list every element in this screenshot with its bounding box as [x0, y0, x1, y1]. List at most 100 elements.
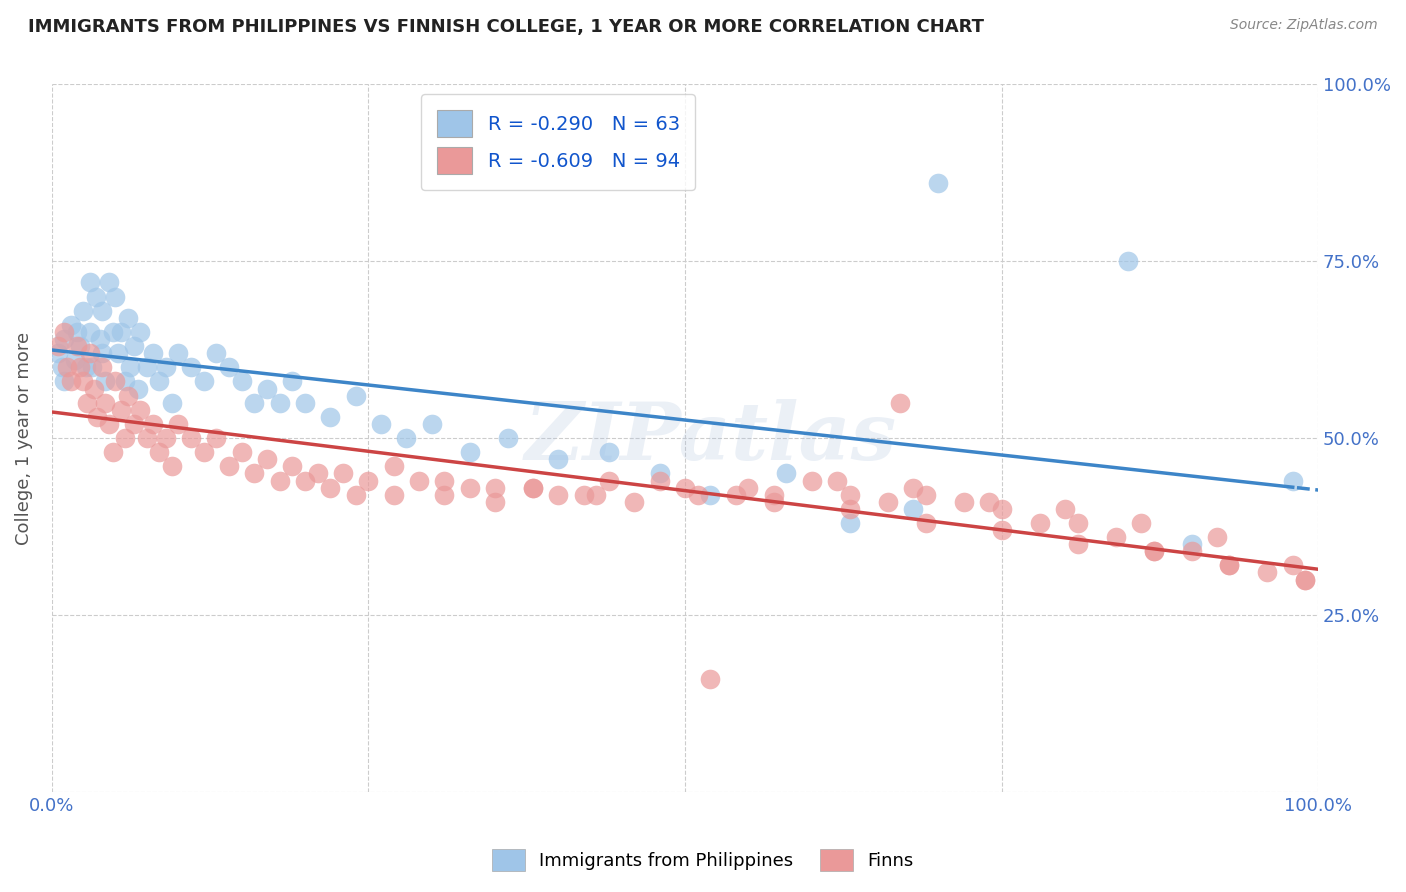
Point [231, 375, 253, 389]
Point [281, 459, 304, 474]
Point [46, 346, 69, 360]
Point [269, 474, 291, 488]
Point [91, 360, 114, 375]
Point [319, 481, 342, 495]
Point [231, 445, 253, 459]
Point [104, 290, 127, 304]
Point [838, 488, 860, 502]
Point [648, 474, 671, 488]
Point [120, 360, 142, 375]
Point [319, 409, 342, 424]
Point [218, 459, 240, 474]
Point [110, 325, 132, 339]
Point [101, 325, 124, 339]
Point [825, 474, 848, 488]
Point [357, 474, 380, 488]
Point [53, 332, 76, 346]
Point [673, 481, 696, 495]
Point [901, 481, 924, 495]
Point [914, 488, 936, 502]
Point [243, 395, 266, 409]
Point [218, 360, 240, 375]
Point [59, 375, 82, 389]
Point [332, 467, 354, 481]
Point [433, 474, 456, 488]
Point [114, 431, 136, 445]
Point [75, 360, 97, 375]
Point [114, 375, 136, 389]
Point [395, 431, 418, 445]
Point [1180, 544, 1202, 558]
Point [86, 409, 108, 424]
Point [205, 431, 228, 445]
Point [63, 353, 86, 368]
Point [598, 474, 620, 488]
Point [72, 303, 94, 318]
Point [762, 488, 785, 502]
Point [1218, 558, 1240, 573]
Point [547, 488, 569, 502]
Point [762, 494, 785, 508]
Point [56, 360, 79, 375]
Point [193, 445, 215, 459]
Point [1066, 516, 1088, 530]
Point [522, 481, 544, 495]
Point [79, 276, 101, 290]
Point [800, 474, 823, 488]
Point [205, 346, 228, 360]
Point [129, 402, 152, 417]
Point [256, 382, 278, 396]
Point [382, 459, 405, 474]
Point [724, 488, 747, 502]
Point [1218, 558, 1240, 573]
Point [1028, 516, 1050, 530]
Point [990, 501, 1012, 516]
Point [1142, 544, 1164, 558]
Point [1180, 537, 1202, 551]
Point [294, 395, 316, 409]
Point [458, 445, 481, 459]
Point [142, 417, 165, 431]
Point [1066, 537, 1088, 551]
Point [370, 417, 392, 431]
Text: Source: ZipAtlas.com: Source: ZipAtlas.com [1230, 18, 1378, 32]
Point [94, 375, 117, 389]
Point [572, 488, 595, 502]
Point [699, 488, 721, 502]
Point [1281, 474, 1303, 488]
Point [180, 360, 202, 375]
Point [83, 382, 105, 396]
Point [623, 494, 645, 508]
Point [484, 481, 506, 495]
Point [155, 360, 177, 375]
Point [458, 481, 481, 495]
Point [838, 501, 860, 516]
Point [307, 467, 329, 481]
Point [281, 375, 304, 389]
Point [775, 467, 797, 481]
Point [977, 494, 1000, 508]
Point [269, 395, 291, 409]
Point [122, 417, 145, 431]
Point [122, 339, 145, 353]
Point [294, 474, 316, 488]
Point [51, 360, 73, 375]
Point [72, 375, 94, 389]
Point [84, 290, 107, 304]
Point [585, 488, 607, 502]
Point [648, 467, 671, 481]
Point [160, 459, 183, 474]
Point [547, 452, 569, 467]
Point [522, 481, 544, 495]
Point [1281, 558, 1303, 573]
Point [82, 360, 104, 375]
Point [69, 360, 91, 375]
Point [952, 494, 974, 508]
Point [66, 325, 89, 339]
Point [97, 417, 120, 431]
Point [148, 375, 170, 389]
Point [1116, 254, 1139, 268]
Point [901, 501, 924, 516]
Point [97, 276, 120, 290]
Point [496, 431, 519, 445]
